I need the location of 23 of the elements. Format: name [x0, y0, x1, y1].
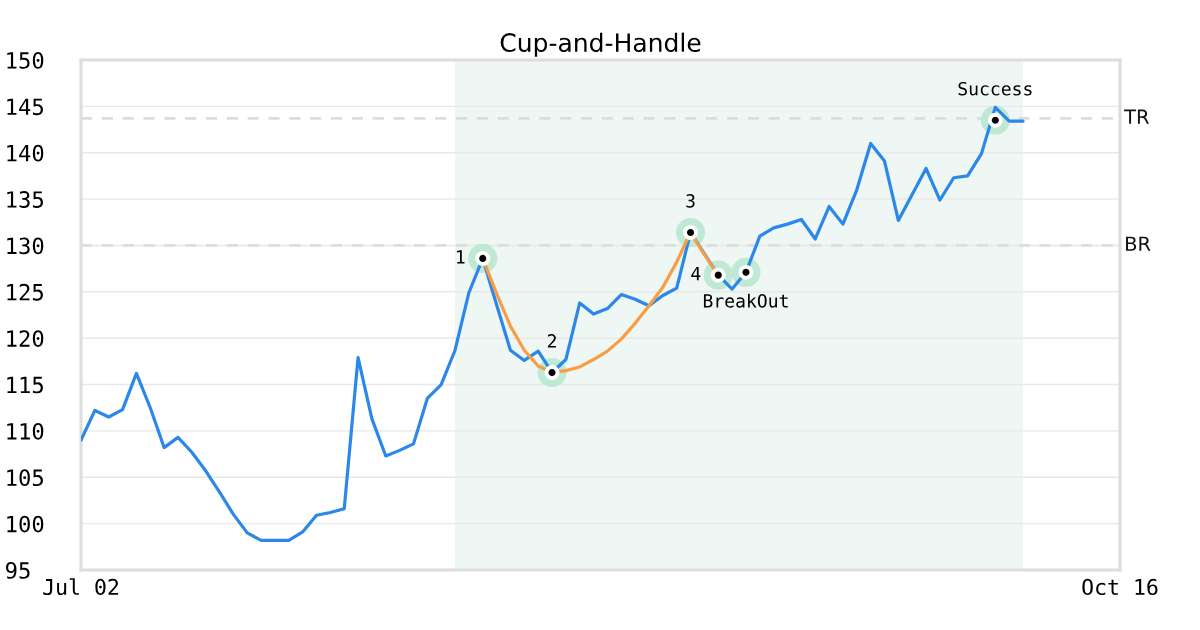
y-tick-label: 130 [7, 237, 44, 255]
chart-title: Cup-and-Handle [500, 32, 701, 57]
x-tick-label: Jul 02 [43, 578, 119, 596]
y-tick-label: 95 [5, 562, 30, 579]
y-tick-label: 115 [7, 376, 43, 394]
series-label: 2 [547, 334, 556, 348]
y-tick-label: 110 [7, 422, 44, 440]
y-tick-label: 145 [7, 98, 43, 116]
y-tick-label: 135 [7, 191, 43, 208]
series-label: 1 [457, 250, 465, 264]
y-tick-label: 120 [7, 330, 44, 347]
y-tick-label: 140 [7, 144, 44, 162]
y-tick-label: 100 [7, 515, 44, 533]
ref-line-label: TR [1124, 109, 1149, 124]
y-tick-label: 105 [7, 469, 43, 487]
x-tick-label: Oct 16 [1082, 578, 1158, 596]
y-tick-label: 150 [7, 52, 44, 69]
ref-line-label: BR [1126, 236, 1151, 251]
series-label: BreakOut [703, 293, 788, 308]
series-label: 3 [686, 194, 695, 208]
y-tick-label: 125 [7, 283, 43, 301]
series-label: Success [958, 81, 1032, 96]
series-label: 4 [691, 266, 701, 281]
